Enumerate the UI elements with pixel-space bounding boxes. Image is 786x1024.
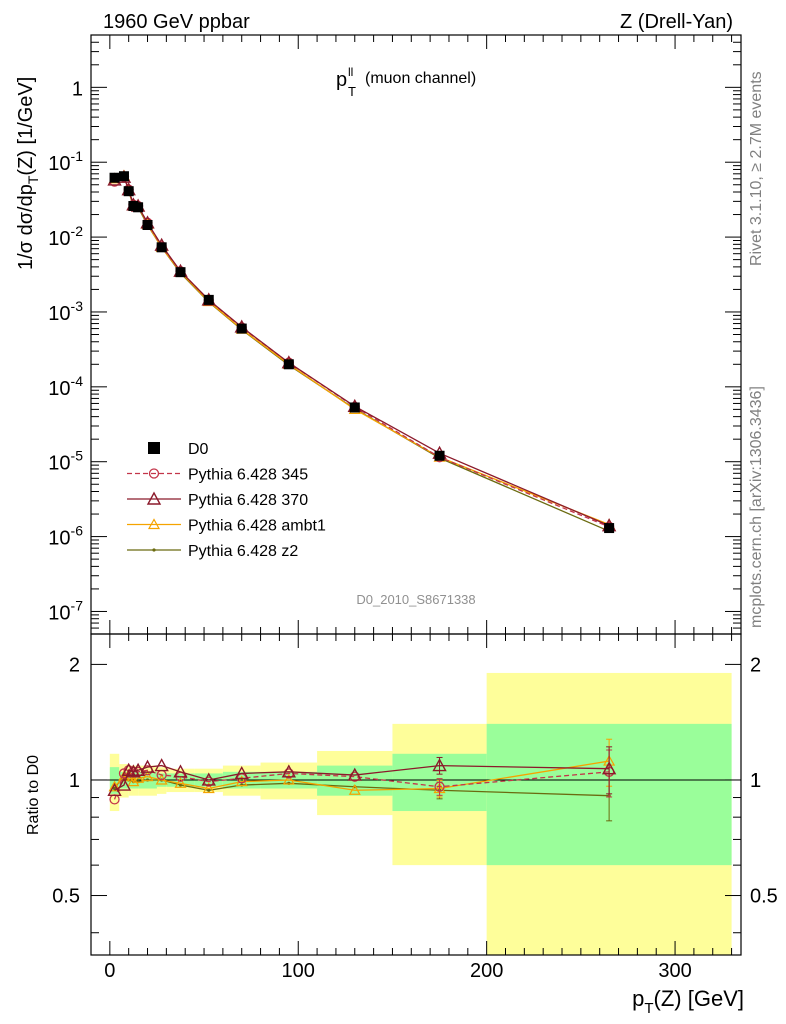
y-axis-label-text: 1/σ dσ/dpT(Z) [1/GeV] [15, 77, 41, 270]
point-d0 [604, 523, 615, 534]
mcplots-reference: mcplots.cern.ch [arXiv:1306.3436] [748, 386, 765, 628]
point-d0 [133, 202, 144, 213]
panel-title: p ll T (muon channel) [336, 65, 476, 99]
legend-label: Pythia 6.428 370 [188, 492, 308, 509]
main-panel [107, 169, 617, 534]
ratio-point-pythia-6-428-370 [201, 772, 216, 786]
legend: D0 Pythia 6.428 345 Pythia 6.428 370 Pythia… [127, 441, 326, 560]
y-tick-label-main: 10-2 [48, 223, 83, 250]
point-d0 [118, 171, 129, 182]
point-d0 [349, 402, 360, 413]
legend-label: Pythia 6.428 345 [188, 467, 308, 484]
ratio-point-pythia-6-428-370 [281, 764, 297, 778]
y-tick-label-ratio-right: 2 [750, 654, 761, 676]
y-tick-label-ratio-left: 0.5 [52, 886, 80, 908]
legend-label: D0 [188, 441, 209, 458]
legend-label: Pythia 6.428 ambt1 [188, 518, 326, 535]
rivet-version: Rivet 3.1.10, ≥ 2.7M events [748, 71, 765, 266]
ratio-point-pythia-6-428-370 [432, 758, 447, 772]
x-tick-label: 300 [658, 960, 691, 982]
ratio-point-pythia-6-428-ambt1 [141, 770, 154, 782]
x-axis-label: pT(Z) [GeV] [632, 986, 744, 1017]
ratio-point-pythia-6-428-370 [126, 764, 141, 778]
y-axis-label-ratio: Ratio to D0 [25, 755, 42, 835]
x-tick-label: 0 [104, 960, 115, 982]
header-left: 1960 GeV ppbar [103, 11, 250, 33]
ratio-point-pythia-6-428-370 [601, 761, 617, 775]
title-subscript: T [348, 84, 356, 99]
x-axis-label-text: pT(Z) [GeV] [632, 986, 744, 1017]
point-d0 [123, 186, 134, 197]
legend-label: Pythia 6.428 z2 [188, 543, 298, 560]
ratio-frame [90, 633, 742, 956]
y-tick-label-main: 10-1 [48, 148, 83, 175]
point-d0 [203, 294, 214, 305]
y-tick-label-ratio-left: 1 [69, 770, 80, 792]
legend-marker [146, 491, 162, 505]
y-tick-label-main: 10-7 [48, 597, 83, 624]
y-tick-label-main: 10-5 [48, 448, 83, 475]
ratio-point-pythia-6-428-345 [434, 781, 445, 792]
ratio-point-pythia-6-428-z2 [178, 783, 183, 787]
point-d0 [156, 242, 167, 253]
x-tick-label: 200 [470, 960, 503, 982]
y-tick-label-ratio-right: 1 [750, 770, 761, 792]
legend-marker [152, 548, 156, 552]
title-superscript: ll [348, 65, 353, 79]
header-right: Z (Drell-Yan) [620, 11, 733, 33]
point-d0 [434, 450, 445, 461]
legend-marker-d0 [148, 442, 160, 454]
title-p: p [336, 69, 347, 91]
y-tick-label-ratio-left: 2 [69, 654, 80, 676]
ratio-point-pythia-6-428-ambt1 [282, 773, 295, 785]
point-d0 [236, 323, 247, 334]
ratio-point-pythia-6-428-ambt1 [202, 782, 215, 794]
x-tick-label: 100 [282, 960, 315, 982]
ratio-point-pythia-6-428-370 [140, 759, 155, 773]
legend-marker [147, 518, 161, 530]
y-tick-label-main: 10-3 [48, 298, 83, 325]
legend-marker [148, 468, 160, 479]
point-d0 [175, 267, 186, 278]
ratio-point-pythia-6-428-370 [347, 767, 362, 781]
point-d0 [283, 359, 294, 370]
ratio-line-pythia-6-428-370 [114, 764, 610, 791]
y-tick-label-ratio-right: 1 [750, 770, 761, 792]
ratio-point-pythia-6-428-370 [130, 762, 146, 776]
ratio-point-pythia-6-428-ambt1 [174, 777, 187, 788]
ratio-panel [91, 672, 741, 955]
y-tick-label-main: 1 [72, 78, 83, 100]
y-tick-label-main: 10-6 [48, 523, 83, 550]
ratio-point-pythia-6-428-370 [173, 764, 188, 778]
analysis-id: D0_2010_S8671338 [356, 592, 475, 607]
ratio-point-pythia-6-428-ambt1 [108, 780, 121, 792]
point-d0 [142, 220, 153, 231]
ratio-point-pythia-6-428-ambt1 [132, 772, 145, 783]
ratio-point-pythia-6-428-370 [154, 758, 169, 772]
title-channel: (muon channel) [365, 70, 476, 87]
ratio-point-pythia-6-428-ambt1 [235, 775, 248, 787]
ratio-point-pythia-6-428-ambt1 [348, 784, 361, 795]
ratio-band-inner [109, 767, 120, 794]
ratio-point-pythia-6-428-ambt1 [127, 775, 140, 787]
ratio-point-pythia-6-428-370 [116, 777, 132, 791]
y-tick-label-ratio-right: 0.5 [750, 886, 778, 908]
ratio-point-pythia-6-428-z2 [207, 788, 211, 792]
y-tick-label-main: 10-4 [48, 373, 83, 400]
y-axis-label-main: 1/σ dσ/dpT(Z) [1/GeV] [15, 77, 41, 270]
ratio-point-pythia-6-428-370 [234, 765, 249, 780]
point-d0 [109, 172, 120, 183]
